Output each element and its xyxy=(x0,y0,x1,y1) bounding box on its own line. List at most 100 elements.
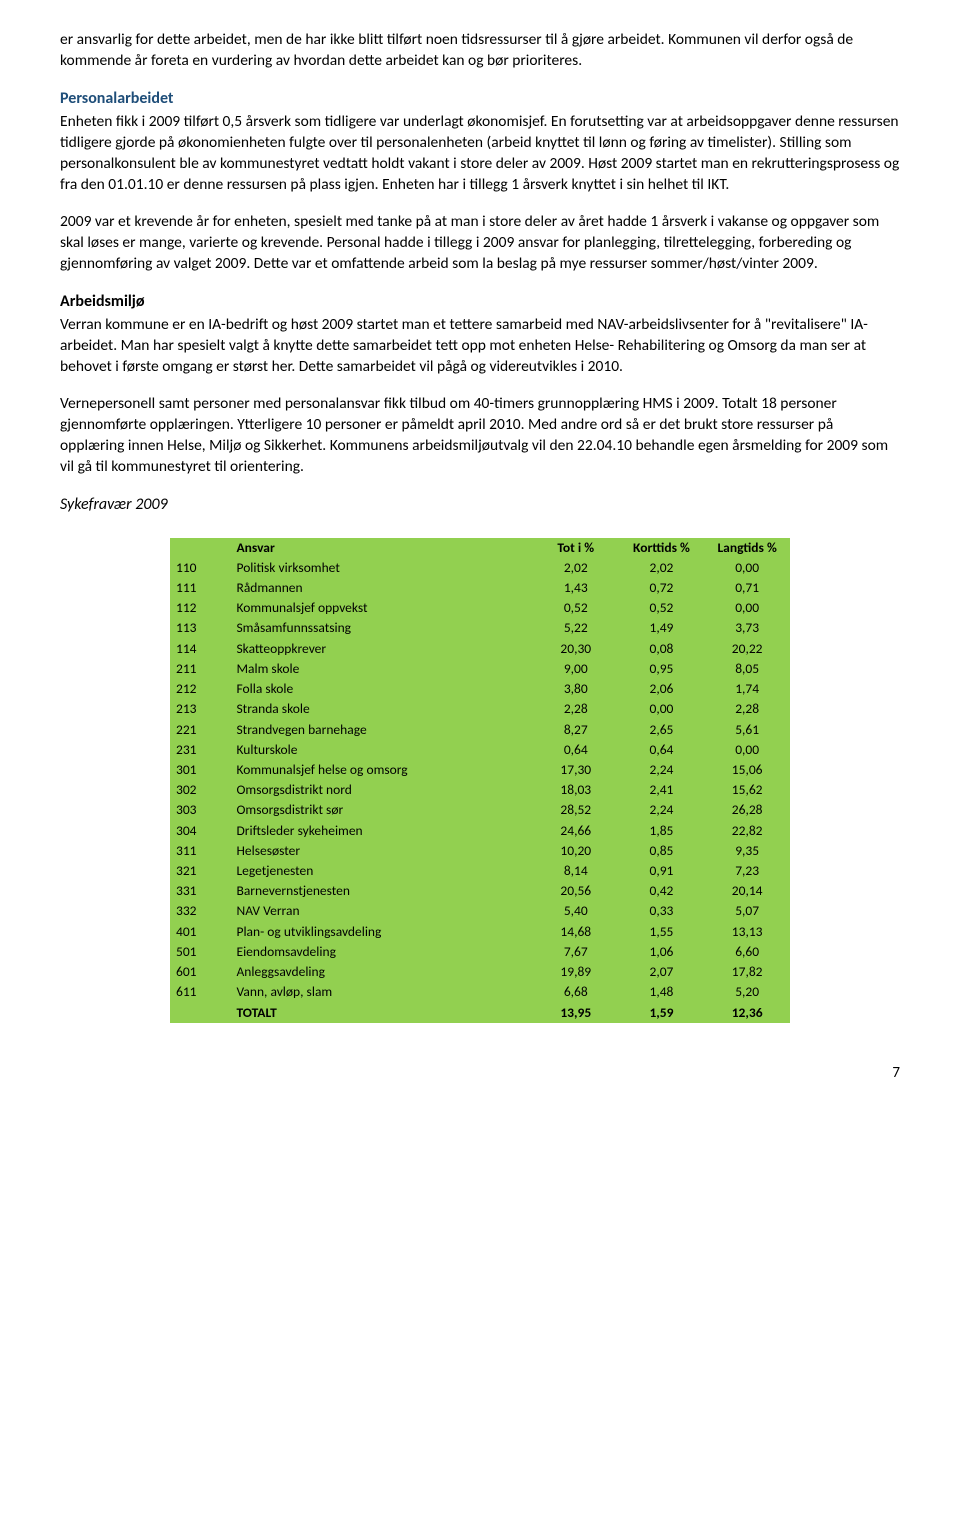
cell-tot: 6,68 xyxy=(533,982,619,1002)
sykefravaer-table: Ansvar Tot i % Korttids % Langtids % 110… xyxy=(170,538,790,1023)
table-row: 114Skatteoppkrever20,300,0820,22 xyxy=(170,639,790,659)
cell-name: Skatteoppkrever xyxy=(230,639,532,659)
table-row: 501Eiendomsavdeling7,671,066,60 xyxy=(170,942,790,962)
cell-tot: 5,40 xyxy=(533,901,619,921)
table-row: 111Rådmannen1,430,720,71 xyxy=(170,578,790,598)
cell-name: Strandvegen barnehage xyxy=(230,720,532,740)
table-row: 304Driftsleder sykeheimen24,661,8522,82 xyxy=(170,821,790,841)
cell-lang: 3,73 xyxy=(704,618,790,638)
cell-kort: 2,65 xyxy=(619,720,705,740)
sykefravaer-table-container: Ansvar Tot i % Korttids % Langtids % 110… xyxy=(170,538,790,1023)
cell-code: 213 xyxy=(170,699,230,719)
cell-lang: 2,28 xyxy=(704,699,790,719)
cell-kort: 0,85 xyxy=(619,841,705,861)
cell-name: Kommunalsjef helse og omsorg xyxy=(230,760,532,780)
cell-tot: 1,43 xyxy=(533,578,619,598)
cell-lang: 20,14 xyxy=(704,881,790,901)
cell-name: Kulturskole xyxy=(230,740,532,760)
cell-name: Driftsleder sykeheimen xyxy=(230,821,532,841)
cell-kort: 0,08 xyxy=(619,639,705,659)
table-header-tot: Tot i % xyxy=(533,538,619,558)
paragraph-personal-1: Enheten fikk i 2009 tilført 0,5 årsverk … xyxy=(60,112,900,196)
cell-code: 211 xyxy=(170,659,230,679)
table-row: 301Kommunalsjef helse og omsorg17,302,24… xyxy=(170,760,790,780)
cell-lang: 26,28 xyxy=(704,800,790,820)
cell-tot: 2,02 xyxy=(533,558,619,578)
cell-tot: 18,03 xyxy=(533,780,619,800)
cell-name: Politisk virksomhet xyxy=(230,558,532,578)
cell-tot: 19,89 xyxy=(533,962,619,982)
cell-kort: 0,95 xyxy=(619,659,705,679)
cell-tot: 0,52 xyxy=(533,598,619,618)
table-row: 113Småsamfunnssatsing5,221,493,73 xyxy=(170,618,790,638)
cell-tot: 5,22 xyxy=(533,618,619,638)
table-row: 213Stranda skole2,280,002,28 xyxy=(170,699,790,719)
paragraph-intro: er ansvarlig for dette arbeidet, men de … xyxy=(60,30,900,72)
cell-code: 332 xyxy=(170,901,230,921)
cell-kort: 1,49 xyxy=(619,618,705,638)
cell-code: 231 xyxy=(170,740,230,760)
cell-lang: 5,20 xyxy=(704,982,790,1002)
cell-tot: 20,56 xyxy=(533,881,619,901)
table-row: 321Legetjenesten8,140,917,23 xyxy=(170,861,790,881)
cell-code: 331 xyxy=(170,881,230,901)
cell-name: TOTALT xyxy=(230,1003,532,1023)
cell-code: 212 xyxy=(170,679,230,699)
cell-name: Småsamfunnssatsing xyxy=(230,618,532,638)
cell-kort: 1,59 xyxy=(619,1003,705,1023)
cell-kort: 2,41 xyxy=(619,780,705,800)
table-header-row: Ansvar Tot i % Korttids % Langtids % xyxy=(170,538,790,558)
cell-code: 113 xyxy=(170,618,230,638)
table-header-langtids: Langtids % xyxy=(704,538,790,558)
heading-sykefravaer: Sykefravær 2009 xyxy=(60,494,900,516)
cell-code: 302 xyxy=(170,780,230,800)
cell-lang: 0,00 xyxy=(704,740,790,760)
table-row: 332NAV Verran5,400,335,07 xyxy=(170,901,790,921)
cell-kort: 0,64 xyxy=(619,740,705,760)
cell-tot: 14,68 xyxy=(533,922,619,942)
cell-code: 601 xyxy=(170,962,230,982)
cell-code: 303 xyxy=(170,800,230,820)
cell-name: Vann, avløp, slam xyxy=(230,982,532,1002)
table-header-korttids: Korttids % xyxy=(619,538,705,558)
paragraph-arbeidsmiljo-2: Vernepersonell samt personer med persona… xyxy=(60,394,900,478)
table-row: 211Malm skole9,000,958,05 xyxy=(170,659,790,679)
cell-code: 114 xyxy=(170,639,230,659)
table-row: 401Plan- og utviklingsavdeling14,681,551… xyxy=(170,922,790,942)
paragraph-personal-2: 2009 var et krevende år for enheten, spe… xyxy=(60,212,900,275)
cell-kort: 2,24 xyxy=(619,760,705,780)
cell-name: Legetjenesten xyxy=(230,861,532,881)
cell-lang: 0,00 xyxy=(704,598,790,618)
cell-kort: 2,24 xyxy=(619,800,705,820)
cell-tot: 28,52 xyxy=(533,800,619,820)
cell-tot: 17,30 xyxy=(533,760,619,780)
cell-kort: 1,06 xyxy=(619,942,705,962)
heading-arbeidsmiljo: Arbeidsmiljø xyxy=(60,291,900,313)
table-row: 601Anleggsavdeling19,892,0717,82 xyxy=(170,962,790,982)
cell-code: 112 xyxy=(170,598,230,618)
cell-lang: 1,74 xyxy=(704,679,790,699)
cell-lang: 12,36 xyxy=(704,1003,790,1023)
table-row: 110Politisk virksomhet2,022,020,00 xyxy=(170,558,790,578)
table-row: 112Kommunalsjef oppvekst0,520,520,00 xyxy=(170,598,790,618)
table-row-total: TOTALT13,951,5912,36 xyxy=(170,1003,790,1023)
table-row: 311Helsesøster10,200,859,35 xyxy=(170,841,790,861)
cell-lang: 8,05 xyxy=(704,659,790,679)
cell-kort: 2,06 xyxy=(619,679,705,699)
cell-tot: 13,95 xyxy=(533,1003,619,1023)
cell-lang: 9,35 xyxy=(704,841,790,861)
cell-code: 611 xyxy=(170,982,230,1002)
cell-lang: 7,23 xyxy=(704,861,790,881)
cell-name: Anleggsavdeling xyxy=(230,962,532,982)
cell-name: Helsesøster xyxy=(230,841,532,861)
cell-kort: 2,02 xyxy=(619,558,705,578)
cell-lang: 6,60 xyxy=(704,942,790,962)
table-row: 611Vann, avløp, slam6,681,485,20 xyxy=(170,982,790,1002)
cell-kort: 1,85 xyxy=(619,821,705,841)
cell-lang: 5,07 xyxy=(704,901,790,921)
cell-lang: 15,62 xyxy=(704,780,790,800)
cell-code: 111 xyxy=(170,578,230,598)
cell-code: 401 xyxy=(170,922,230,942)
cell-kort: 0,91 xyxy=(619,861,705,881)
cell-name: Omsorgsdistrikt nord xyxy=(230,780,532,800)
